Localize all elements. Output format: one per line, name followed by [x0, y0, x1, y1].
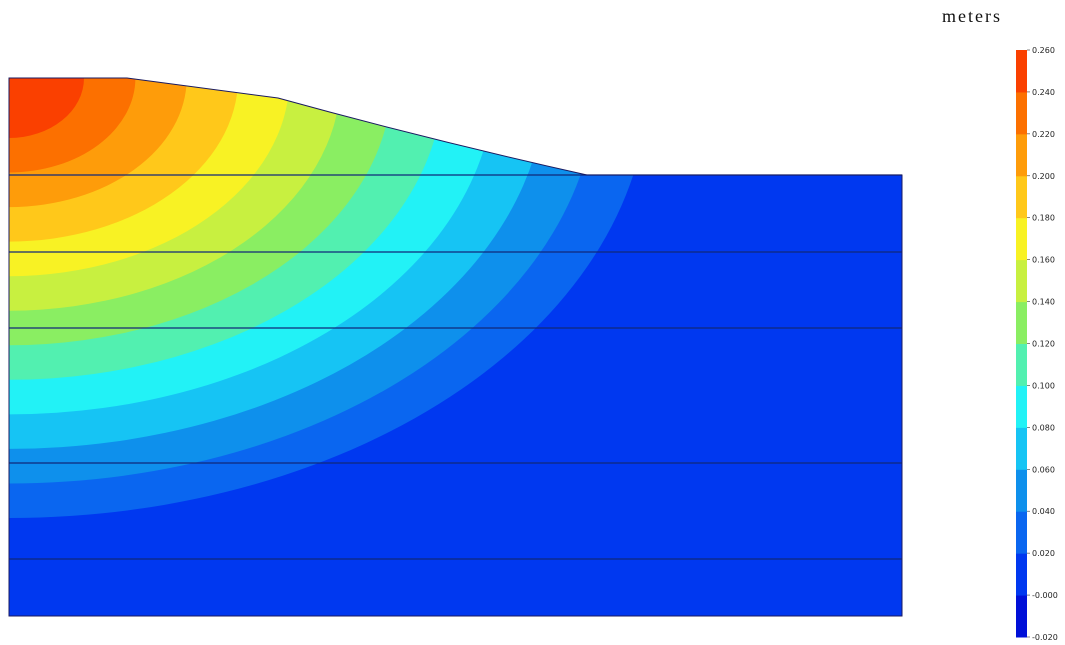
colorbar-swatch — [1016, 511, 1027, 554]
colorbar-swatch — [1016, 301, 1027, 344]
contour-band — [9, 78, 136, 173]
colorbar-tick-label: 0.060 — [1032, 465, 1055, 474]
colorbar-swatch — [1016, 259, 1027, 303]
colorbar-tick-label: 0.080 — [1032, 423, 1055, 432]
colorbar-tick-label: 0.180 — [1032, 214, 1055, 223]
colorbar-tick-label: -0.000 — [1032, 591, 1058, 600]
colorbar-swatch — [1016, 553, 1027, 596]
colorbar-tick-label: 0.100 — [1032, 381, 1055, 390]
colorbar-swatch — [1016, 91, 1027, 135]
colorbar-tick-label: 0.260 — [1032, 46, 1055, 55]
colorbar-tick-label: -0.020 — [1032, 633, 1058, 642]
colorbar-swatch — [1016, 175, 1027, 219]
colorbar-tick-label: 0.040 — [1032, 507, 1055, 516]
colorbar-swatch — [1016, 217, 1027, 261]
colorbar-tick-label: 0.160 — [1032, 256, 1055, 265]
colorbar-swatch — [1016, 385, 1027, 428]
colorbar-swatch — [1016, 133, 1027, 177]
colorbar-tick-label: 0.020 — [1032, 549, 1055, 558]
colorbar-swatch — [1016, 427, 1027, 470]
colorbar-swatch — [1016, 469, 1027, 512]
contour-band — [9, 78, 84, 138]
domain-outline — [8, 77, 903, 617]
layer-boundaries — [9, 174, 902, 560]
colorbar-tick-label: 0.220 — [1032, 130, 1055, 139]
colorbar-tick-label: 0.240 — [1032, 88, 1055, 97]
colorbar-tick-label: 0.140 — [1032, 298, 1055, 307]
colorbar-swatch — [1016, 50, 1027, 93]
colorbar-tick-label: 0.120 — [1032, 340, 1055, 349]
colorbar-swatch — [1016, 343, 1027, 386]
colorbar-tick-label: 0.200 — [1032, 172, 1055, 181]
colorbar: 0.260 0.240 0.220 0.200 0.180 0.160 0.140 0.120… — [1016, 46, 1058, 642]
colorbar-swatch — [1016, 595, 1027, 638]
colorbar-unit-label: meters — [942, 6, 1002, 26]
